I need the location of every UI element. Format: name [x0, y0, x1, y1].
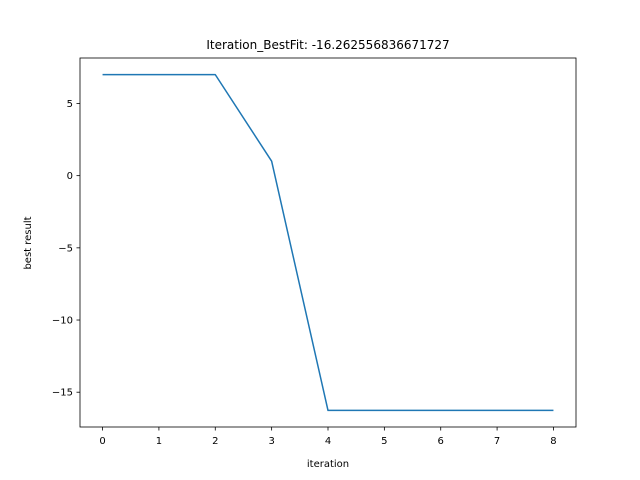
- x-tick-label: 0: [99, 436, 105, 447]
- y-tick-label: 5: [67, 99, 73, 110]
- x-tick-label: 4: [325, 436, 331, 447]
- y-tick-label: 0: [67, 171, 73, 182]
- x-tick-label: 6: [438, 436, 444, 447]
- x-tick-label: 3: [268, 436, 274, 447]
- x-tick-label: 1: [156, 436, 162, 447]
- x-tick-label: 5: [381, 436, 387, 447]
- x-tick-label: 8: [550, 436, 556, 447]
- x-tick-label: 7: [494, 436, 500, 447]
- chart-title: Iteration_BestFit: -16.262556836671727: [206, 38, 449, 52]
- y-tick-label: −5: [58, 243, 73, 254]
- x-tick-label: 2: [212, 436, 218, 447]
- series-line-0: [102, 73, 554, 412]
- x-axis-label: iteration: [307, 459, 349, 470]
- plot-area: 0 1 2 3 4 5 6 7 8 5 0 −5 −10 −15: [52, 57, 577, 447]
- y-axis-label: best result: [23, 216, 34, 269]
- y-tick-label: −15: [52, 388, 73, 399]
- y-tick-label: −10: [52, 316, 73, 327]
